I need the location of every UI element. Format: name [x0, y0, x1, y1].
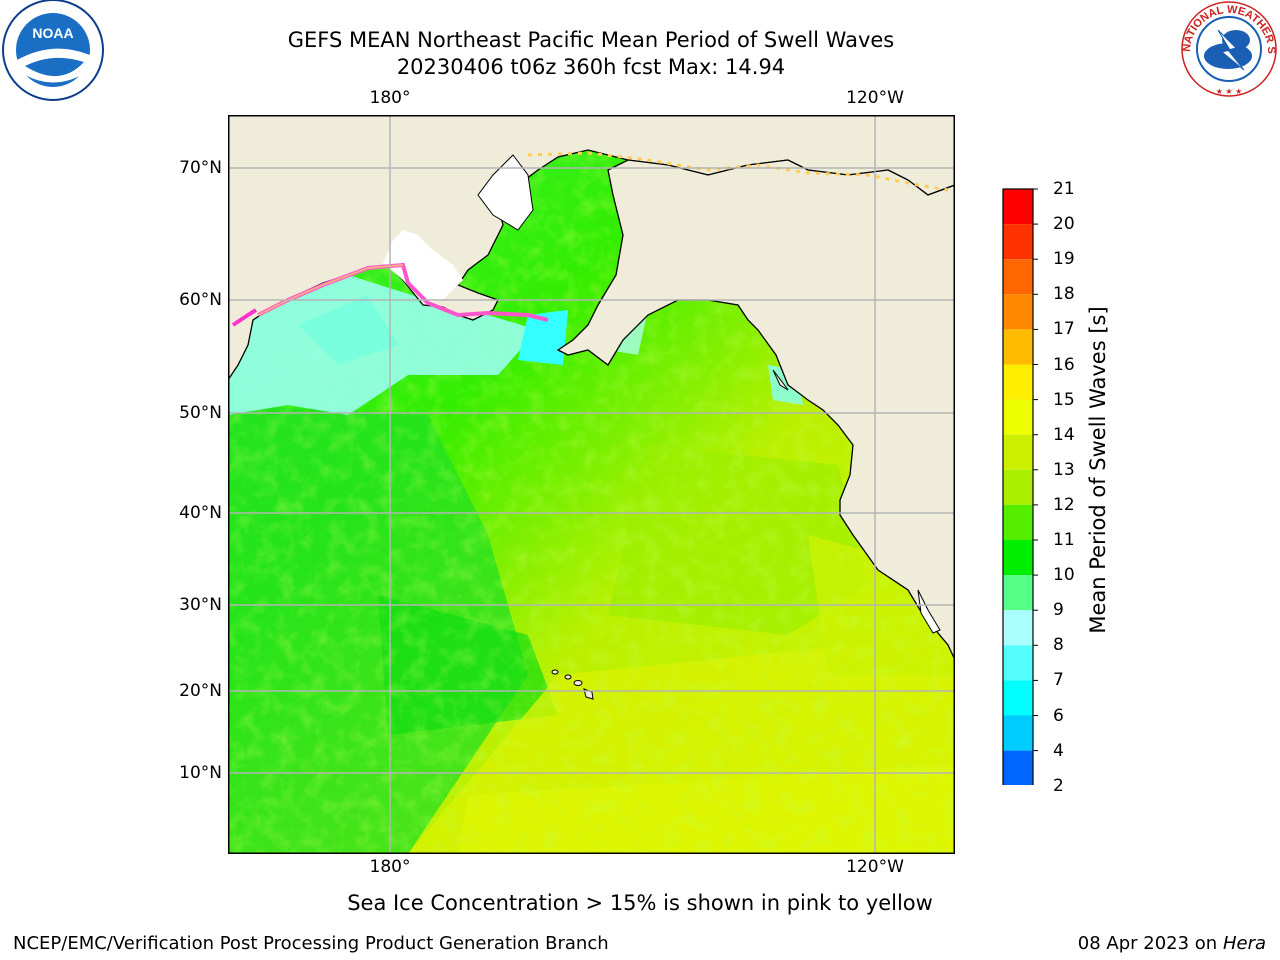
- swell-period-map: [228, 115, 955, 854]
- lon-label-bottom-120w: 120°W: [846, 857, 904, 877]
- colorbar-tick-label: 21: [1053, 179, 1075, 199]
- lat-label-10n: 10°N: [179, 763, 222, 783]
- colorbar-bin: [1003, 645, 1033, 681]
- colorbar-bin: [1003, 434, 1033, 470]
- colorbar-tick-label: 15: [1053, 389, 1075, 410]
- colorbar-bin: [1003, 224, 1033, 260]
- colorbar-tick-label: 6: [1053, 705, 1064, 726]
- colorbar-tick-label: 13: [1053, 459, 1075, 480]
- colorbar-tick-label: 19: [1053, 249, 1075, 270]
- colorbar-tick-label: 17: [1053, 319, 1075, 340]
- colorbar-bin: [1003, 715, 1033, 751]
- graticule: [228, 115, 955, 854]
- chart-subtitle: 20230406 t06z 360h fcst Max: 14.94: [396, 55, 786, 79]
- svg-text:★ ★ ★: ★ ★ ★: [1216, 87, 1243, 96]
- lon-label-top-120w: 120°W: [846, 88, 904, 108]
- lon-label-top-180: 180°: [369, 88, 411, 108]
- colorbar-bin: [1003, 750, 1033, 785]
- lat-label-20n: 20°N: [179, 681, 222, 701]
- colorbar-tick-label: 7: [1053, 670, 1064, 691]
- noaa-logo: NOAA: [2, 0, 104, 101]
- lat-label-30n: 30°N: [179, 595, 222, 615]
- colorbar-tick-label: 16: [1053, 354, 1075, 375]
- lat-label-50n: 50°N: [179, 403, 222, 423]
- colorbar-bin: [1003, 504, 1033, 540]
- colorbar-bin: [1003, 469, 1033, 505]
- hawaii-islands: [551, 669, 594, 700]
- colorbar-bin: [1003, 680, 1033, 716]
- producer-credit: NCEP/EMC/Verification Post Processing Pr…: [13, 933, 609, 954]
- colorbar-title: Mean Period of Swell Waves [s]: [1086, 306, 1110, 634]
- lat-label-70n: 70°N: [179, 158, 222, 178]
- colorbar-tick-label: 10: [1053, 565, 1075, 586]
- lon-label-bottom-180: 180°: [369, 857, 411, 877]
- colorbar-bin: [1003, 364, 1033, 400]
- noaa-logo-text: NOAA: [32, 25, 73, 41]
- colorbar-tick-label: 11: [1053, 530, 1075, 550]
- chart-title: GEFS MEAN Northeast Pacific Mean Period …: [287, 28, 895, 52]
- colorbar-bin: [1003, 610, 1033, 646]
- colorbar-tick-label: 14: [1053, 424, 1075, 445]
- colorbar-bin: [1003, 575, 1033, 611]
- colorbar-bin: [1003, 329, 1033, 365]
- host-name: Hera: [1222, 933, 1266, 954]
- colorbar-tick-label: 8: [1053, 635, 1064, 656]
- sea-ice-note: Sea Ice Concentration > 15% is shown in …: [347, 891, 933, 915]
- colorbar-tick-label: 2: [1053, 775, 1064, 796]
- run-date-text: 08 Apr 2023 on: [1077, 933, 1223, 954]
- colorbar-tick-label: 9: [1053, 600, 1064, 621]
- colorbar-bin: [1003, 189, 1033, 225]
- colorbar-tick-label: 18: [1053, 284, 1075, 305]
- run-date: 08 Apr 2023 on Hera: [1078, 933, 1266, 954]
- colorbar-tick-label: 20: [1053, 214, 1075, 235]
- lat-label-60n: 60°N: [179, 290, 222, 310]
- colorbar-bin: [1003, 399, 1033, 435]
- colorbar-bin: [1003, 294, 1033, 330]
- colorbar-tick-label: 4: [1053, 740, 1064, 761]
- colorbar-tick-label: 12: [1053, 494, 1075, 515]
- nws-logo: NATIONAL WEATHER SERVICE ★ ★ ★: [1178, 0, 1277, 97]
- colorbar-bin: [1003, 259, 1033, 295]
- colorbar: [1002, 188, 1038, 785]
- colorbar-bin: [1003, 540, 1033, 576]
- lat-label-40n: 40°N: [179, 503, 222, 523]
